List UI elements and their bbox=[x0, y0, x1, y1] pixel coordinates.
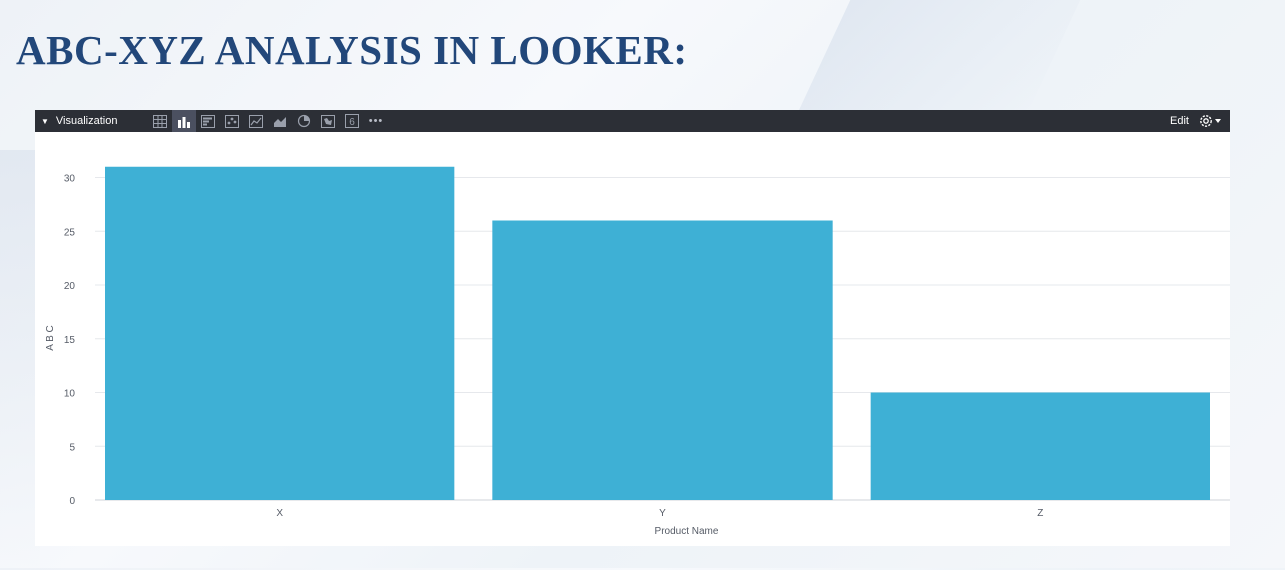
more-icon[interactable]: ••• bbox=[364, 110, 388, 132]
bar-chart: 0 5 10 15 20 25 30 X Y Z Product Name A B C bbox=[45, 166, 1230, 537]
y-tick-label: 5 bbox=[69, 442, 75, 453]
y-tick-label: 10 bbox=[64, 389, 76, 400]
y-tick-label: 15 bbox=[64, 335, 76, 346]
more-glyph: ••• bbox=[368, 115, 384, 127]
scatter-icon[interactable] bbox=[220, 110, 244, 132]
visualization-panel: ▼ Visualization bbox=[35, 110, 1230, 546]
page-title: ABC-XYZ ANALYSIS IN LOOKER: bbox=[16, 27, 688, 73]
visualization-toggle[interactable]: ▼ Visualization bbox=[41, 110, 117, 132]
visualization-label: Visualization bbox=[55, 115, 118, 127]
bar bbox=[492, 220, 833, 500]
background-shape bbox=[0, 150, 40, 570]
x-tick-label: Z bbox=[1037, 508, 1043, 519]
single-value-glyph: 6 bbox=[349, 117, 355, 128]
caret-down-icon: ▼ bbox=[41, 116, 49, 126]
y-tick-label: 30 bbox=[64, 174, 76, 185]
single-value-icon[interactable]: 6 bbox=[340, 110, 364, 132]
x-axis-title: Product Name bbox=[655, 526, 719, 537]
edit-button[interactable]: Edit bbox=[1170, 115, 1189, 127]
x-tick-label: X bbox=[276, 508, 283, 519]
map-icon[interactable] bbox=[316, 110, 340, 132]
chart-type-selector: 6 ••• bbox=[148, 110, 388, 132]
y-tick-label: 20 bbox=[64, 281, 76, 292]
y-tick-label: 25 bbox=[64, 227, 76, 238]
line-chart-icon[interactable] bbox=[244, 110, 268, 132]
area-chart-icon[interactable] bbox=[268, 110, 292, 132]
pie-chart-icon[interactable] bbox=[292, 110, 316, 132]
visualization-toolbar: ▼ Visualization bbox=[35, 110, 1230, 132]
table-icon[interactable] bbox=[148, 110, 172, 132]
y-axis-title: A B C bbox=[45, 325, 56, 351]
column-chart-icon[interactable] bbox=[196, 110, 220, 132]
gear-icon[interactable] bbox=[1198, 110, 1224, 132]
bar-chart-icon[interactable] bbox=[172, 110, 196, 132]
bar bbox=[870, 392, 1210, 500]
y-tick-label: 0 bbox=[69, 496, 75, 507]
x-tick-label: Y bbox=[659, 508, 666, 519]
bar bbox=[105, 166, 455, 500]
